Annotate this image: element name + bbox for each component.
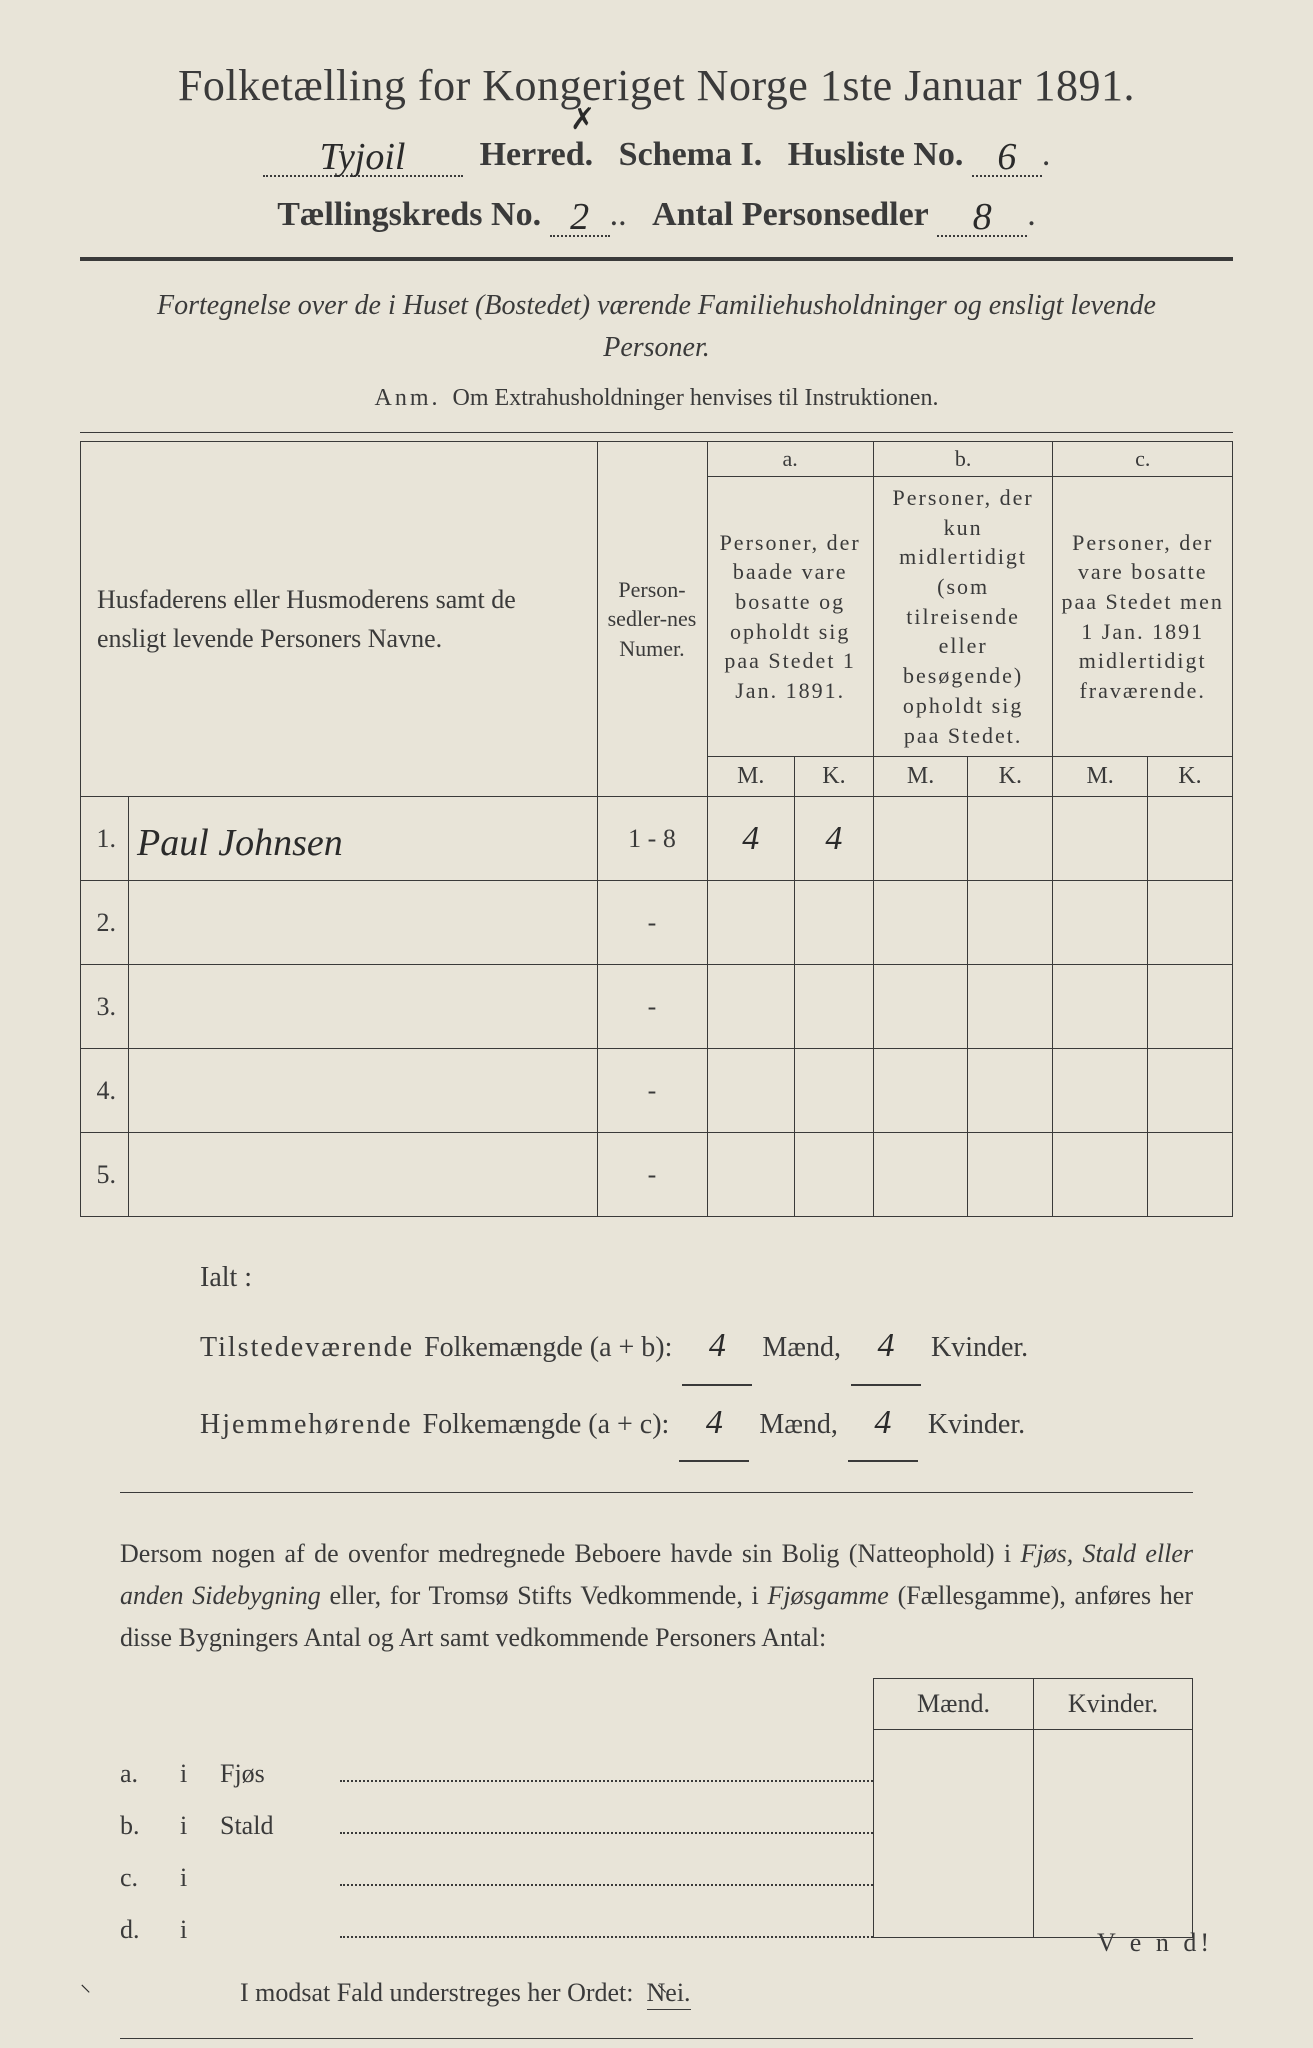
- col-b-letter: b.: [873, 442, 1053, 477]
- col-a-m: M.: [707, 757, 795, 797]
- herred-label: Herred.: [480, 136, 594, 173]
- page-title: Folketælling for Kongeriget Norge 1ste J…: [80, 60, 1233, 111]
- census-table: Husfaderens eller Husmoderens samt de en…: [80, 441, 1233, 1217]
- list-item: c. i: [120, 1834, 1193, 1886]
- kreds-label: Tællingskreds No.: [277, 196, 541, 233]
- table-row: 5. -: [81, 1133, 1233, 1217]
- edge-marks: ⸜⸜: [0, 1968, 1313, 1998]
- maend-col: Mænd.: [873, 1678, 1033, 1730]
- col-c-m: M.: [1053, 757, 1147, 797]
- row-number: 1.: [81, 797, 129, 881]
- rule: [120, 1492, 1193, 1493]
- dotted-line: [340, 1816, 873, 1834]
- husliste-value: 6: [997, 135, 1016, 179]
- name-cell: [129, 965, 598, 1049]
- vend-label: V e n d!: [1097, 1928, 1213, 1958]
- row-number: 3.: [81, 965, 129, 1049]
- col-a-text: Personer, der baade vare bosatte og opho…: [707, 477, 873, 757]
- kreds-value: 2: [570, 195, 589, 239]
- mk-columns-header: Mænd. Kvinder.: [120, 1678, 1193, 1730]
- ialt-label: Ialt :: [200, 1247, 1173, 1309]
- rule: [80, 432, 1233, 433]
- table-row: 1. Paul Johnsen 1 - 8 4 4: [81, 797, 1233, 881]
- present-k: 4: [877, 1327, 894, 1364]
- rule: [120, 2038, 1193, 2039]
- herred-value: Tyjoil: [320, 135, 406, 179]
- numer-cell: -: [597, 965, 707, 1049]
- numer-cell: -: [597, 1049, 707, 1133]
- dotted-line: [340, 1764, 873, 1782]
- census-form: ✗ Folketælling for Kongeriget Norge 1ste…: [80, 60, 1233, 2039]
- dotted-line: [340, 1868, 873, 1886]
- cell-b-k: [968, 797, 1053, 881]
- annotation: Anm. Om Extrahusholdninger henvises til …: [80, 385, 1233, 412]
- dotted-line: [340, 1920, 873, 1938]
- header-line-1: Tyjoil Herred. Schema I. Husliste No. 6.: [80, 131, 1233, 177]
- list-item: b. i Stald: [120, 1782, 1193, 1834]
- numer-cell: -: [597, 1133, 707, 1217]
- resident-k: 4: [874, 1404, 891, 1441]
- anm-text: Om Extrahusholdninger henvises til Instr…: [453, 385, 939, 411]
- table-row: 4. -: [81, 1049, 1233, 1133]
- kvinder-col: Kvinder.: [1033, 1678, 1193, 1730]
- cell-b-m: [873, 797, 967, 881]
- resident-m: 4: [706, 1404, 723, 1441]
- personsedler-header: Person-sedler-nes Numer.: [597, 442, 707, 797]
- total-present: Tilstedeværende Folkemængde (a + b): 4 M…: [200, 1309, 1173, 1386]
- name-cell: [129, 881, 598, 965]
- husliste-label: Husliste No.: [788, 136, 964, 173]
- list-item: d. i: [120, 1886, 1193, 1938]
- schema-label: Schema I.: [619, 136, 763, 173]
- totals-block: Ialt : Tilstedeværende Folkemængde (a + …: [200, 1247, 1173, 1462]
- col-b-text: Personer, der kun midlertidigt (som tilr…: [873, 477, 1053, 757]
- table-row: 3. -: [81, 965, 1233, 1049]
- cell-c-m: [1053, 797, 1147, 881]
- outbuilding-paragraph: Dersom nogen af de ovenfor medregnede Be…: [120, 1533, 1193, 1658]
- cell-a-k: 4: [795, 797, 874, 881]
- row-number: 4.: [81, 1049, 129, 1133]
- outbuilding-list: a. i Fjøs b. i Stald c. i d. i: [120, 1730, 1193, 1938]
- present-m: 4: [709, 1327, 726, 1364]
- antal-value: 8: [973, 195, 992, 239]
- col-a-k: K.: [795, 757, 874, 797]
- name-cell: [129, 1133, 598, 1217]
- col-c-letter: c.: [1053, 442, 1233, 477]
- subtitle: Fortegnelse over de i Huset (Bostedet) v…: [140, 285, 1173, 369]
- cell-a-m: 4: [707, 797, 795, 881]
- row-number: 5.: [81, 1133, 129, 1217]
- col-b-k: K.: [968, 757, 1053, 797]
- col-b-m: M.: [873, 757, 967, 797]
- antal-label: Antal Personsedler: [652, 196, 929, 233]
- list-item: a. i Fjøs: [120, 1730, 1193, 1782]
- col-c-k: K.: [1147, 757, 1232, 797]
- total-resident: Hjemmehørende Folkemængde (a + c): 4 Mæn…: [200, 1386, 1173, 1463]
- row-number: 2.: [81, 881, 129, 965]
- rule: [80, 257, 1233, 261]
- cell-c-k: [1147, 797, 1232, 881]
- names-header: Husfaderens eller Husmoderens samt de en…: [81, 442, 598, 797]
- col-a-letter: a.: [707, 442, 873, 477]
- anm-label: Anm.: [375, 385, 441, 411]
- numer-cell: 1 - 8: [597, 797, 707, 881]
- table-row: 2. -: [81, 881, 1233, 965]
- handwritten-mark: ✗: [570, 102, 595, 137]
- name-cell: Paul Johnsen: [129, 797, 598, 881]
- numer-cell: -: [597, 881, 707, 965]
- name-cell: [129, 1049, 598, 1133]
- col-c-text: Personer, der vare bosatte paa Stedet me…: [1053, 477, 1233, 757]
- header-line-2: Tællingskreds No. 2.. Antal Personsedler…: [80, 191, 1233, 237]
